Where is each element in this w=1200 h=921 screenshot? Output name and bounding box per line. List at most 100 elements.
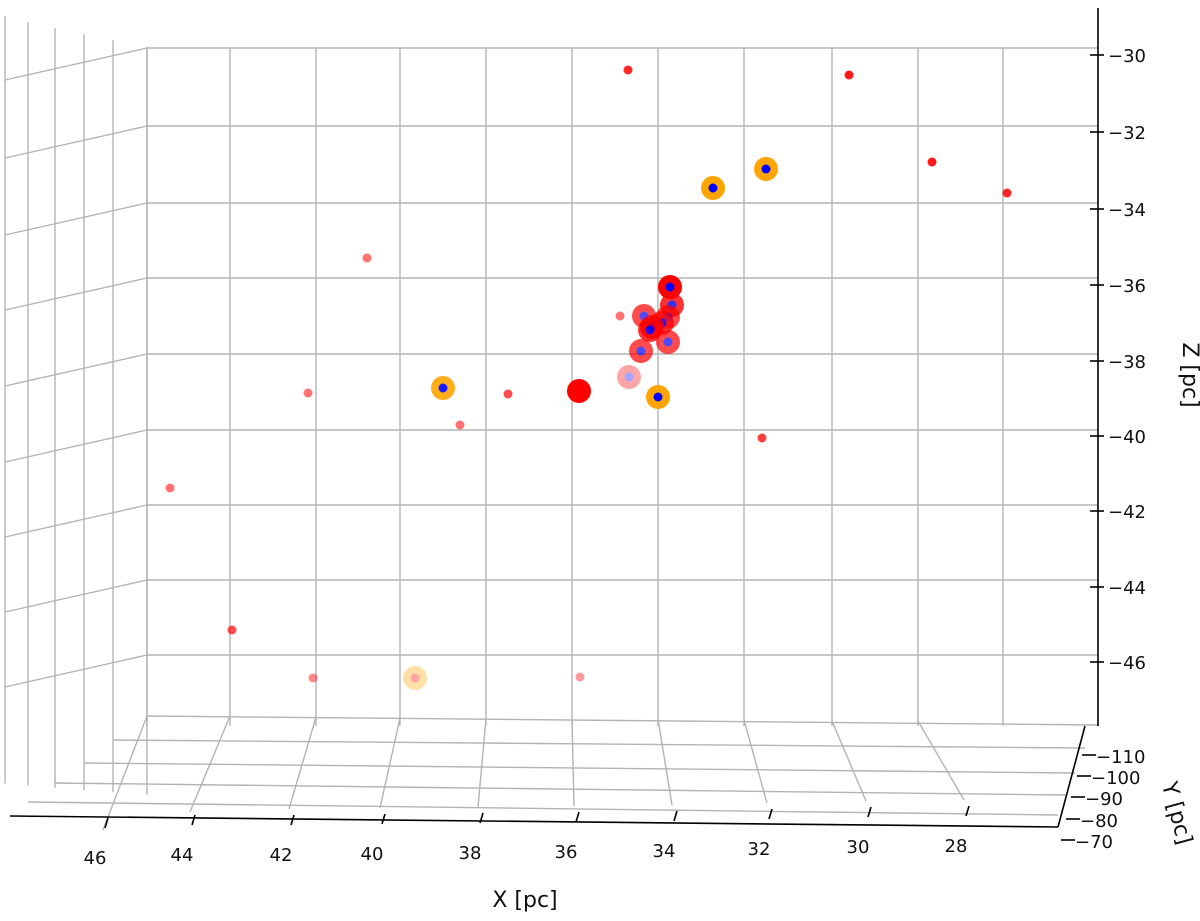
y-tick-label: −70 [1075, 832, 1113, 853]
data-point-marker [623, 65, 633, 75]
x-tick-label: 34 [653, 841, 676, 862]
data-point-core [624, 372, 634, 382]
grid-line-floor-horizontal [146, 715, 1099, 726]
grid-line-floor-horizontal [83, 762, 1076, 774]
grid-line-floor-horizontal [27, 801, 1059, 816]
grid-line-floor-horizontal [112, 739, 1086, 749]
y-tick-label: −100 [1091, 768, 1140, 789]
x-tick-label: 46 [84, 848, 107, 869]
data-point-core [653, 392, 663, 402]
data-point-red-ring [617, 365, 641, 389]
data-point-core [410, 673, 420, 683]
grid-line-left-horizontal [4, 654, 148, 688]
grid-line-floor-depth [917, 720, 965, 801]
data-point-core [665, 282, 675, 292]
z-tick-label: −42 [1108, 502, 1146, 523]
z-tick-label: −38 [1108, 352, 1146, 373]
grid-line-floor-depth [657, 718, 673, 806]
z-tick-label: −40 [1108, 427, 1146, 448]
grid-line-floor-depth [379, 717, 401, 809]
data-point-marker [455, 420, 465, 430]
data-point-marker [757, 433, 767, 443]
data-point-red [165, 483, 175, 493]
data-point-core [708, 183, 718, 193]
data-point-red [757, 433, 767, 443]
x-tick-mark [768, 808, 773, 820]
x-tick-mark [965, 805, 970, 817]
data-point-orange-ring [754, 157, 778, 181]
data-point-red [362, 253, 372, 263]
data-point-core [761, 164, 771, 174]
data-point-red-ring [638, 318, 662, 342]
data-point-marker [165, 483, 175, 493]
data-points [165, 65, 1012, 690]
grid-line-floor-depth [288, 716, 317, 810]
data-point-red [303, 388, 313, 398]
data-point-marker [227, 625, 237, 635]
data-point-orange-ring [431, 376, 455, 400]
z-tick-label: −36 [1108, 276, 1146, 297]
grid-line-floor-depth [102, 715, 148, 831]
x-tick-mark [867, 806, 872, 818]
data-point-marker [575, 672, 585, 682]
data-point-red [1002, 188, 1012, 198]
data-point-ring [403, 666, 427, 690]
data-point-marker [927, 157, 937, 167]
x-axis-label: X [pc] [492, 888, 557, 913]
data-point-core [438, 383, 448, 393]
data-point-red [308, 673, 318, 683]
data-point-red [927, 157, 937, 167]
z-tick-label: −46 [1108, 653, 1146, 674]
data-point-marker [303, 388, 313, 398]
grid-line-left-horizontal [4, 429, 148, 463]
x-tick-label: 44 [171, 845, 194, 866]
data-point-core [636, 346, 646, 356]
data-point-marker [362, 253, 372, 263]
y-tick-label: −90 [1085, 789, 1123, 810]
grid-line-floor-depth [571, 718, 575, 807]
data-point-core [645, 325, 655, 335]
grid-line-floor-horizontal [54, 782, 1067, 796]
z-tick-label: −44 [1108, 578, 1146, 599]
grid-line-left-horizontal [4, 353, 148, 387]
grid-line-left-horizontal [4, 202, 148, 236]
grid-line-left-horizontal [4, 277, 148, 311]
data-point-red [844, 70, 854, 80]
grid-lines [4, 16, 1099, 831]
x-tick-mark [191, 814, 196, 826]
x-tick-label: 38 [459, 843, 482, 864]
y-tick-label: −110 [1096, 747, 1145, 768]
data-point-red-ring [629, 339, 653, 363]
axes [9, 8, 1104, 841]
y-axis-line [1057, 725, 1086, 828]
data-point-red [623, 65, 633, 75]
data-point-ring [617, 365, 641, 389]
x-tick-label: 36 [555, 842, 578, 863]
data-point-orange-ring [701, 176, 725, 200]
data-point-marker [615, 311, 625, 321]
x-axis-line [9, 815, 1059, 828]
x-tick-mark [575, 811, 580, 823]
grid-line-floor-depth [477, 718, 487, 808]
grid-line-left-horizontal [4, 47, 148, 81]
grid-line-left-horizontal [4, 579, 148, 613]
data-point-orange-ring [646, 385, 670, 409]
data-point-orange-ring [403, 666, 427, 690]
tick-labels: −30 −32 −34 −36 −38 −40 −42 −44 −46 46 44 42 40 38 36 3… [84, 46, 1146, 869]
data-point-red [615, 311, 625, 321]
x-tick-mark [673, 810, 678, 822]
data-point-red [503, 389, 513, 399]
data-point-marker [503, 389, 513, 399]
data-point-core [663, 337, 673, 347]
x-tick-label: 42 [270, 845, 293, 866]
x-tick-label: 28 [945, 836, 968, 857]
data-point-marker [567, 379, 591, 403]
data-point-marker [844, 70, 854, 80]
x-tick-mark [479, 812, 484, 824]
data-point-red [227, 625, 237, 635]
z-tick-label: −32 [1108, 123, 1146, 144]
z-tick-label: −30 [1108, 46, 1146, 67]
data-point-red [575, 672, 585, 682]
data-point-marker [308, 673, 318, 683]
